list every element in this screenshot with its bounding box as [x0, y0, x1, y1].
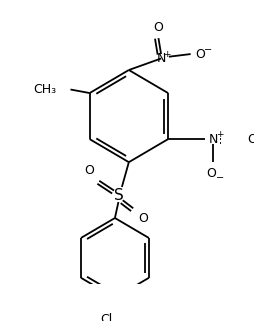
Text: O: O — [195, 48, 205, 61]
Text: −: − — [216, 173, 224, 183]
Text: Cl: Cl — [100, 313, 112, 321]
Text: −: − — [204, 45, 212, 55]
Text: N: N — [156, 52, 166, 65]
Text: O: O — [85, 164, 94, 177]
Text: O: O — [207, 167, 216, 180]
Text: +: + — [163, 49, 171, 58]
Text: N: N — [209, 133, 218, 146]
Text: S: S — [114, 188, 123, 203]
Text: O: O — [138, 213, 148, 225]
Text: CH₃: CH₃ — [34, 83, 57, 96]
Text: O: O — [153, 21, 163, 34]
Text: O: O — [248, 133, 254, 146]
Text: +: + — [216, 130, 223, 139]
